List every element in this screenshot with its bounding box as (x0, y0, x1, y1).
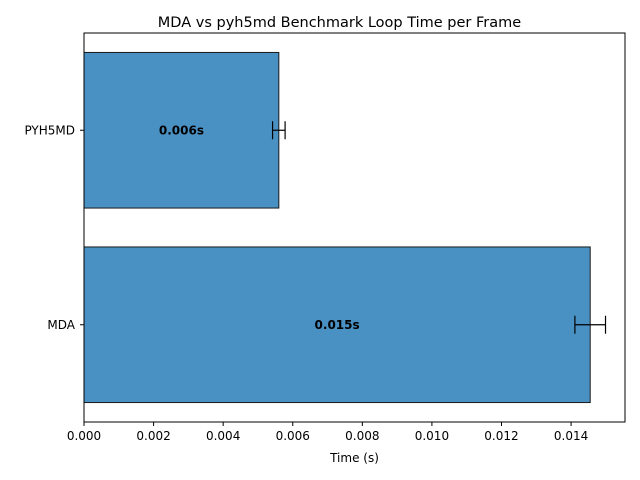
x-tick-label: 0.004 (206, 429, 240, 443)
x-tick-label: 0.002 (136, 429, 170, 443)
data-label-pyh5md: 0.006s (159, 123, 204, 137)
x-tick-label: 0.010 (415, 429, 449, 443)
y-tick-label-mda: MDA (47, 318, 75, 332)
errorbar-pyh5md (271, 121, 286, 140)
errorbars-group (271, 121, 607, 334)
chart-title: MDA vs pyh5md Benchmark Loop Time per Fr… (158, 15, 521, 31)
x-tick-label: 0.008 (345, 429, 379, 443)
y-tick-label-pyh5md: PYH5MD (24, 123, 75, 137)
x-tick-label: 0.006 (276, 429, 310, 443)
x-ticks-group: 0.000 0.002 0.004 0.006 0.008 0.010 0.012 0.014 (67, 422, 588, 443)
errorbar-mda (574, 315, 607, 334)
bar-pyh5md (83, 51, 280, 209)
x-tick-label: 0.000 (67, 429, 101, 443)
bar-mda (83, 246, 591, 404)
plot-frame (83, 32, 626, 423)
x-tick-label: 0.012 (484, 429, 518, 443)
bars-group (83, 51, 591, 404)
x-tick-label: 0.014 (554, 429, 588, 443)
y-ticks-group: MDA PYH5MD (24, 123, 84, 332)
data-labels-group: 0.015s 0.006s (159, 123, 360, 332)
x-axis-label: Time (s) (329, 451, 379, 465)
data-label-mda: 0.015s (315, 318, 360, 332)
